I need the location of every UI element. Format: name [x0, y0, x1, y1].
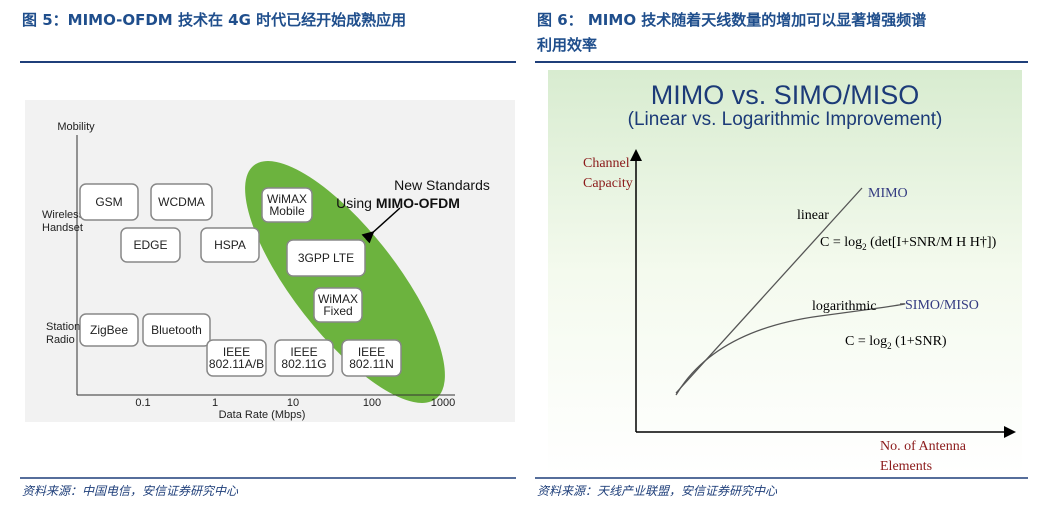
x-tick-label: 0.1 [135, 397, 150, 409]
caption: 图 6： MIMO 技术随着天线数量的增加可以显著增强频谱 [537, 11, 926, 29]
chart-title: MIMO vs. SIMO/MISO [651, 80, 920, 110]
curve-label: linear [797, 208, 829, 223]
box-label: Mobile [269, 204, 305, 218]
box-label: IEEE [223, 345, 250, 359]
box-label: Fixed [323, 304, 352, 318]
formula-part: (1+SNR) [892, 334, 947, 349]
formula-part: C = log [845, 334, 887, 349]
box-label: WiMAX [267, 192, 307, 206]
x-tick-label: 1 [212, 397, 218, 409]
formula-part: C = log [820, 235, 862, 250]
curve-label: logarithmic [812, 299, 877, 314]
standard-box [150, 183, 213, 221]
box-label: 3GPP LTE [298, 251, 354, 265]
standard-box [341, 339, 402, 377]
row-label: Radio [46, 334, 75, 346]
oval-line: Using [336, 195, 372, 211]
standard-box [274, 339, 334, 377]
source: 资料来源：中国电信，安信证券研究中心 [22, 484, 239, 498]
box-label: 802.11N [349, 357, 393, 371]
standard-box [79, 313, 139, 347]
caption: 图 5：MIMO-OFDM 技术在 4G 时代已经开始成熟应用 [22, 11, 406, 29]
box-label: IEEE [290, 345, 317, 359]
curve-label: SIMO/MISO [905, 298, 979, 313]
standard-box [206, 339, 267, 377]
oval-label: New Standards Using MIMO-OFDM [336, 177, 490, 211]
axis-label: Mobility [57, 121, 95, 133]
formula-part: (det[I+SNR/M H H†]) [867, 235, 997, 250]
standard-box [142, 313, 211, 347]
axis-label: Elements [880, 459, 932, 474]
box-label: WCDMA [158, 195, 205, 209]
standard-box [79, 183, 139, 221]
oval-line: MIMO-OFDM [376, 195, 460, 211]
curve-label: MIMO [868, 186, 908, 201]
box-label: ZigBee [90, 323, 128, 337]
formula: C = log2 (det[I+SNR/M H H†]) [820, 235, 997, 252]
formula-sub: 2 [862, 242, 867, 252]
chart-subtitle: (Linear vs. Logarithmic Improvement) [628, 109, 943, 130]
box-label: HSPA [214, 238, 246, 252]
formula: C = log2 (1+SNR) [845, 334, 947, 351]
standard-box [261, 187, 313, 223]
standard-box [120, 227, 181, 263]
box-label: IEEE [358, 345, 385, 359]
formula-sub: 2 [887, 341, 892, 351]
source: 资料来源：天线产业联盟，安信证券研究中心 [537, 484, 778, 498]
box-label: 802.11G [281, 357, 326, 371]
caption: 利用效率 [537, 36, 597, 54]
standard-box [286, 239, 366, 277]
oval-line: New Standards [394, 177, 490, 193]
x-tick-label: 100 [363, 397, 381, 409]
row-label: Handset [42, 222, 83, 234]
box-label: WiMAX [318, 292, 358, 306]
arrow [361, 207, 401, 244]
axis-label: Channel [583, 156, 630, 171]
standard-box [200, 227, 260, 263]
box-label: EDGE [133, 238, 167, 252]
axis-label: Data Rate (Mbps) [219, 409, 306, 421]
row-label: Wireless [42, 209, 85, 221]
axis-label: Capacity [583, 176, 633, 191]
axis-label: No. of Antenna [880, 439, 967, 454]
box-label: Bluetooth [151, 323, 202, 337]
box-label: GSM [95, 195, 122, 209]
standard-box [313, 287, 363, 323]
x-tick-label: 10 [287, 397, 299, 409]
log-curve [675, 303, 906, 396]
x-tick-label: 1000 [431, 397, 455, 409]
box-label: 802.11A/B [209, 357, 264, 371]
